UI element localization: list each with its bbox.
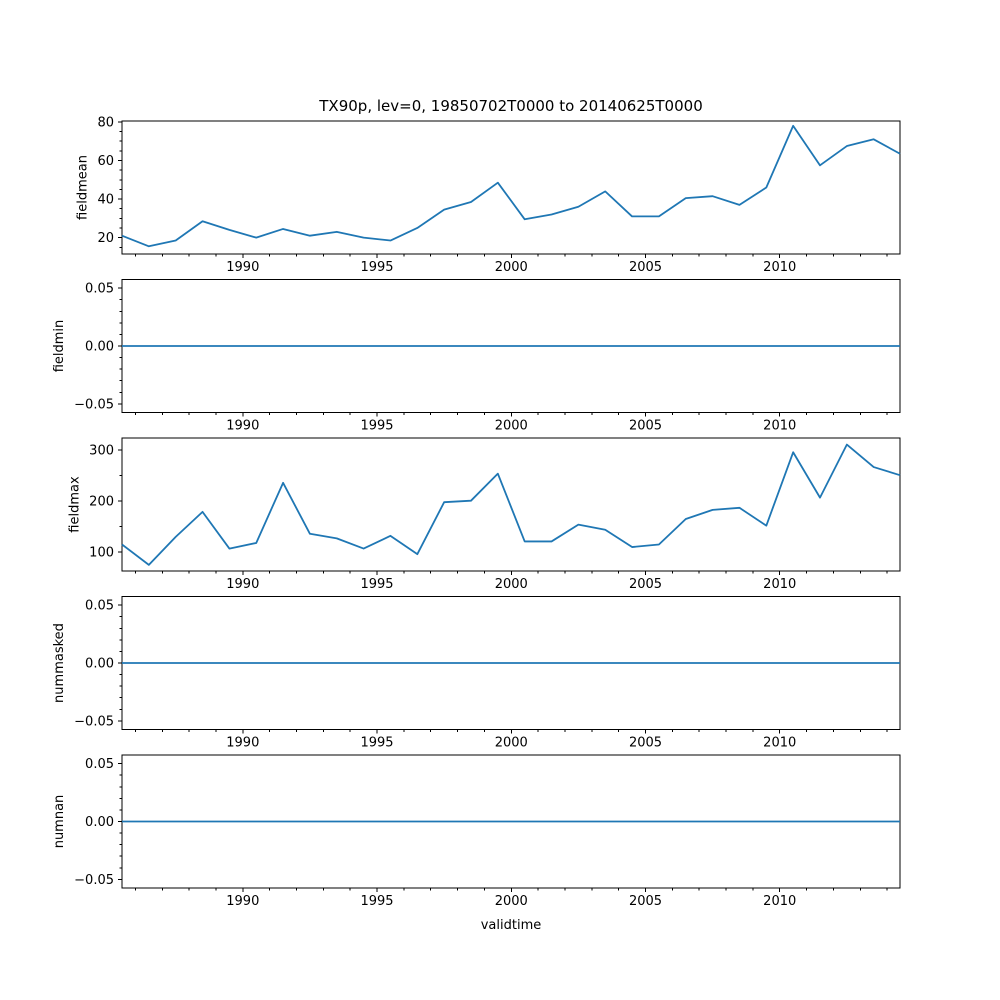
y-tick-label: 80	[97, 115, 114, 130]
x-tick-label: 2005	[629, 577, 662, 592]
x-tick-label: 1995	[360, 577, 393, 592]
x-tick-label: 1995	[360, 419, 393, 434]
x-tick-label: 2000	[495, 577, 528, 592]
y-tick-label: 0.05	[85, 757, 114, 772]
y-axis-label-nummasked: nummasked	[52, 623, 67, 703]
y-tick-label: 0.05	[85, 599, 114, 614]
subplot-nummasked: −0.05 0.00 0.05 1990 1995 2000 2005 2010 nummask…	[52, 596, 901, 751]
x-tick-label: 2000	[495, 894, 528, 909]
x-tick-label: 2005	[629, 894, 662, 909]
x-tick-label: 2000	[495, 736, 528, 751]
x-tick-label: 2010	[763, 736, 796, 751]
axes-frame-fieldmean	[121, 120, 901, 255]
y-tick-label: 100	[89, 546, 114, 561]
x-tick-label: 1990	[226, 419, 259, 434]
y-tick-label: −0.05	[74, 873, 114, 888]
x-tick-label: 1995	[360, 736, 393, 751]
x-tick-label: 1990	[226, 260, 259, 275]
subplot-fieldmin: −0.05 0.00 0.05 1990 1995 2000 2005 2010 fieldmi…	[52, 279, 901, 434]
y-tick-label: 20	[97, 231, 114, 246]
x-axis-label: validtime	[481, 918, 542, 933]
y-tick-label: −0.05	[74, 714, 114, 729]
x-tick-label: 1995	[360, 260, 393, 275]
series-line-fieldmean	[121, 124, 901, 248]
y-tick-label: 60	[97, 154, 114, 169]
x-tick-label: 2005	[629, 419, 662, 434]
x-tick-label: 1990	[226, 577, 259, 592]
x-tick-label: 1990	[226, 736, 259, 751]
x-tick-label: 1990	[226, 894, 259, 909]
x-tick-label: 2005	[629, 260, 662, 275]
subplot-fieldmax: 100 200 300 1990 1995 2000 2005 2010 fieldmax	[68, 437, 901, 592]
subplots-group: 20 40 60 80 1990 1995 2000 2005 2010 fieldmean −0.…	[52, 115, 901, 909]
x-tick-label: 2000	[495, 419, 528, 434]
y-tick-label: 200	[89, 495, 114, 510]
x-tick-label: 2010	[763, 260, 796, 275]
y-tick-label: 0.05	[85, 282, 114, 297]
x-tick-label: 2005	[629, 736, 662, 751]
x-tick-label: 1995	[360, 894, 393, 909]
y-tick-label: 0.00	[85, 340, 114, 355]
y-tick-label: 40	[97, 193, 114, 208]
y-axis-label-fieldmax: fieldmax	[68, 476, 83, 533]
y-tick-label: 300	[89, 444, 114, 459]
y-tick-label: 0.00	[85, 657, 114, 672]
y-axis-label-fieldmin: fieldmin	[52, 320, 67, 373]
x-tick-label: 2010	[763, 577, 796, 592]
y-axis-label-numnan: numnan	[52, 795, 67, 849]
x-tick-label: 2000	[495, 260, 528, 275]
subplot-fieldmean: 20 40 60 80 1990 1995 2000 2005 2010 fieldmean	[75, 115, 901, 275]
x-tick-label: 2010	[763, 419, 796, 434]
series-line-fieldmax	[121, 443, 901, 566]
subplot-numnan: −0.05 0.00 0.05 1990 1995 2000 2005 2010 numnan	[52, 754, 901, 909]
x-tick-label: 2010	[763, 894, 796, 909]
y-tick-label: −0.05	[74, 397, 114, 412]
chart-title: TX90p, lev=0, 19850702T0000 to 20140625T…	[318, 97, 702, 115]
y-tick-label: 0.00	[85, 815, 114, 830]
y-axis-label-fieldmean: fieldmean	[75, 155, 90, 220]
